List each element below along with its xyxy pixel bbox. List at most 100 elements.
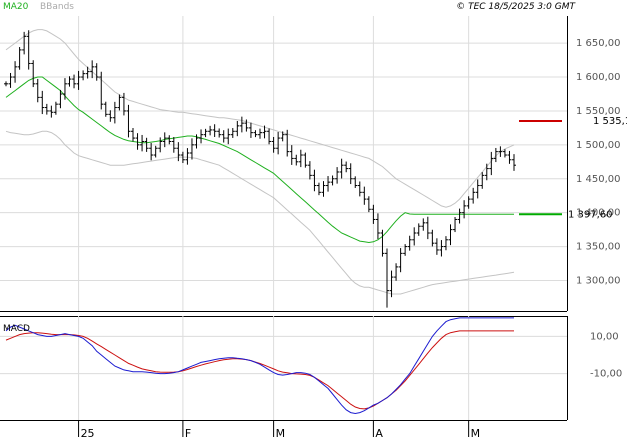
macd-plot xyxy=(5,317,514,415)
ohlc-bar xyxy=(167,135,172,145)
ohlc-bar xyxy=(135,133,140,150)
ohlc-bar xyxy=(117,94,122,111)
macd-signal-line xyxy=(5,330,514,410)
ohlc-bar xyxy=(108,110,113,122)
ohlc-bar xyxy=(235,120,240,137)
ohlc-bar xyxy=(285,129,290,157)
ohlc-bar xyxy=(217,128,222,138)
ohlc-bar xyxy=(62,78,67,100)
ohlc-bar xyxy=(493,147,498,163)
ohlc-bar xyxy=(457,208,462,224)
ohlc-bar xyxy=(8,72,13,88)
ohlc-bar xyxy=(94,63,99,81)
ohlc-bar xyxy=(339,158,344,179)
ohlc-bar xyxy=(357,181,362,197)
ohlc-bar xyxy=(49,105,54,118)
ohlc-bar xyxy=(221,130,226,143)
ohlc-bar xyxy=(31,60,36,88)
ohlc-bar xyxy=(162,132,167,148)
ohlc-bar xyxy=(502,149,507,158)
macd-panel-bg xyxy=(0,316,567,420)
ohlc-bar xyxy=(498,146,503,157)
ohlc-bar xyxy=(40,90,45,115)
ohlc-bar xyxy=(484,163,489,181)
ohlc-bar xyxy=(375,213,380,240)
price-tick-label: 1 600,00 xyxy=(576,72,621,83)
ohlc-bar xyxy=(480,172,485,189)
ohlc-bar xyxy=(180,151,185,164)
ohlc-bar xyxy=(403,244,408,256)
ohlc-bar xyxy=(226,128,231,145)
ohlc-bar xyxy=(103,101,108,117)
ohlc-bar xyxy=(307,161,312,180)
price-tick-label: 1 450,00 xyxy=(576,174,621,185)
ohlc-bar xyxy=(253,130,258,138)
price-tick-label: 1 500,00 xyxy=(576,140,621,151)
ohlc-bar xyxy=(289,145,294,165)
ohlc-bar xyxy=(13,61,18,83)
copyright-text: © TEC 18/5/2025 3:0 GMT xyxy=(456,2,576,12)
ohlc-bar xyxy=(262,125,267,139)
ohlc-bar xyxy=(67,76,72,87)
ohlc-bar xyxy=(58,89,63,109)
ohlc-bar xyxy=(421,218,426,231)
ohlc-bar xyxy=(385,248,389,308)
ohlc-bar xyxy=(412,227,417,246)
ohlc-bar xyxy=(258,128,262,139)
macd-tick-label: 10,00 xyxy=(590,331,619,342)
ohlc-bar xyxy=(353,176,358,188)
ohlc-bar xyxy=(4,81,8,87)
ohlc-bar xyxy=(362,186,367,205)
ohlc-bar xyxy=(248,122,253,138)
ohlc-bar xyxy=(171,136,176,153)
ohlc-bar xyxy=(321,181,326,197)
ohlc-bar xyxy=(144,137,149,152)
price-grid xyxy=(0,16,567,311)
ohlc-bar xyxy=(489,151,494,176)
ohlc-bar xyxy=(439,240,444,257)
ohlc-bar xyxy=(407,235,412,251)
ohlc-bar xyxy=(244,119,249,132)
price-tick-label: 1 350,00 xyxy=(576,242,621,253)
ohlc-bar xyxy=(112,101,117,124)
ohlc-bar xyxy=(199,129,204,144)
ohlc-bar xyxy=(448,224,453,246)
ohlc-bar xyxy=(149,142,154,161)
ohlc-bar xyxy=(76,70,81,90)
ohlc-bar xyxy=(475,179,480,199)
ohlc-bar xyxy=(230,128,235,138)
x-tick-label: A xyxy=(375,427,383,440)
ohlc-bar xyxy=(267,128,272,145)
ohlc-bar xyxy=(158,137,163,153)
bbands-lower-line xyxy=(5,130,515,295)
ohlc-bar xyxy=(140,134,145,152)
ohlc-bar xyxy=(330,175,335,186)
ohlc-bar xyxy=(294,154,299,166)
ohlc-bar xyxy=(131,128,135,142)
ohlc-bar xyxy=(176,142,181,162)
ohlc-bar xyxy=(466,196,471,209)
x-tick-label: M xyxy=(471,427,481,440)
ohlc-bar xyxy=(35,78,40,103)
price-panel-bg xyxy=(0,16,567,311)
ohlc-bar xyxy=(81,70,86,81)
x-tick-label: F xyxy=(185,427,191,440)
macd-title: MACD xyxy=(3,324,30,334)
axes: 1 300,00 1 350,00 1 400,00 1 450,00 1 500,00… xyxy=(78,38,627,440)
ohlc-bar xyxy=(17,47,22,70)
price-plot xyxy=(4,29,562,308)
ohlc-bar xyxy=(512,154,516,171)
legend-ma20: MA20 xyxy=(3,2,29,12)
ohlc-bar xyxy=(366,196,371,213)
ohlc-bar xyxy=(26,30,31,70)
ohlc-bar xyxy=(316,182,321,196)
ohlc-bar xyxy=(53,101,58,115)
ohlc-bar xyxy=(22,31,27,55)
ohlc-bar xyxy=(326,176,331,192)
ohlc-bar xyxy=(85,66,90,79)
ohlc-bar xyxy=(462,200,467,219)
ohlc-bar xyxy=(298,149,303,168)
ohlc-bar xyxy=(371,204,376,224)
